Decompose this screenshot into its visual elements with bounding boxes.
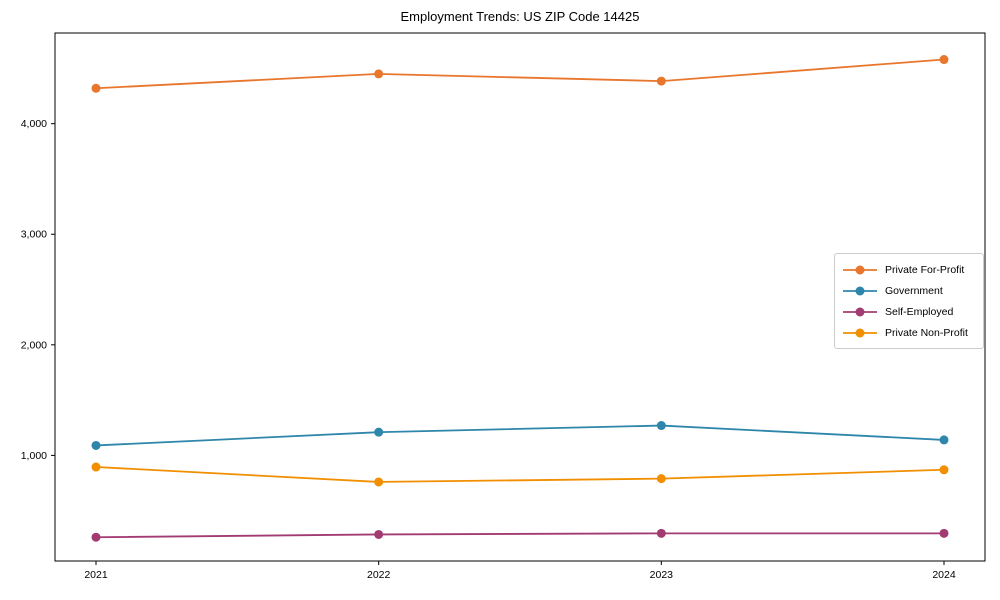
series-line xyxy=(95,466,945,483)
legend-item: Government xyxy=(842,280,975,301)
data-point xyxy=(91,83,101,93)
data-point xyxy=(939,55,949,65)
data-point xyxy=(656,474,666,484)
legend-swatch-icon xyxy=(843,328,877,337)
data-point xyxy=(939,465,949,475)
legend-swatch-icon xyxy=(843,265,877,274)
y-tick-label: 1,000 xyxy=(21,450,47,462)
data-point xyxy=(939,528,949,538)
legend-swatch-icon xyxy=(843,307,877,316)
plot-frame xyxy=(54,32,986,562)
data-point xyxy=(656,421,666,431)
data-point xyxy=(91,440,101,450)
data-point xyxy=(374,69,384,79)
legend-item: Private For-Profit xyxy=(842,259,975,280)
x-tick-label: 2024 xyxy=(932,569,956,581)
x-tick-label: 2022 xyxy=(367,569,391,581)
y-tick-label: 2,000 xyxy=(21,339,47,351)
series-line xyxy=(95,424,945,447)
y-tick-label: 3,000 xyxy=(21,229,47,241)
legend-marker-icon xyxy=(855,265,865,274)
series-line xyxy=(95,58,945,90)
data-point xyxy=(374,477,384,487)
legend-label: Private Non-Profit xyxy=(885,326,968,339)
legend-marker-icon xyxy=(855,286,865,295)
legend-label: Private For-Profit xyxy=(885,263,965,276)
legend-item: Private Non-Profit xyxy=(842,322,975,343)
legend-label: Self-Employed xyxy=(885,305,954,318)
data-point xyxy=(656,528,666,538)
legend-item: Self-Employed xyxy=(842,301,975,322)
data-point xyxy=(374,529,384,539)
legend-marker-icon xyxy=(855,307,865,316)
x-tick-label: 2021 xyxy=(84,569,108,581)
series-line xyxy=(95,532,944,539)
data-point xyxy=(656,76,666,86)
x-tick-label: 2023 xyxy=(650,569,674,581)
data-point xyxy=(91,462,101,472)
data-point xyxy=(939,435,949,445)
legend-swatch-icon xyxy=(843,286,877,295)
data-point xyxy=(374,427,384,437)
legend-label: Government xyxy=(885,284,943,297)
y-tick-label: 4,000 xyxy=(21,118,47,130)
chart-title: Employment Trends: US ZIP Code 14425 xyxy=(400,9,640,24)
legend-marker-icon xyxy=(855,328,865,337)
legend: Private For-Profit Government Self-Employe… xyxy=(834,253,984,349)
data-point xyxy=(91,532,101,542)
